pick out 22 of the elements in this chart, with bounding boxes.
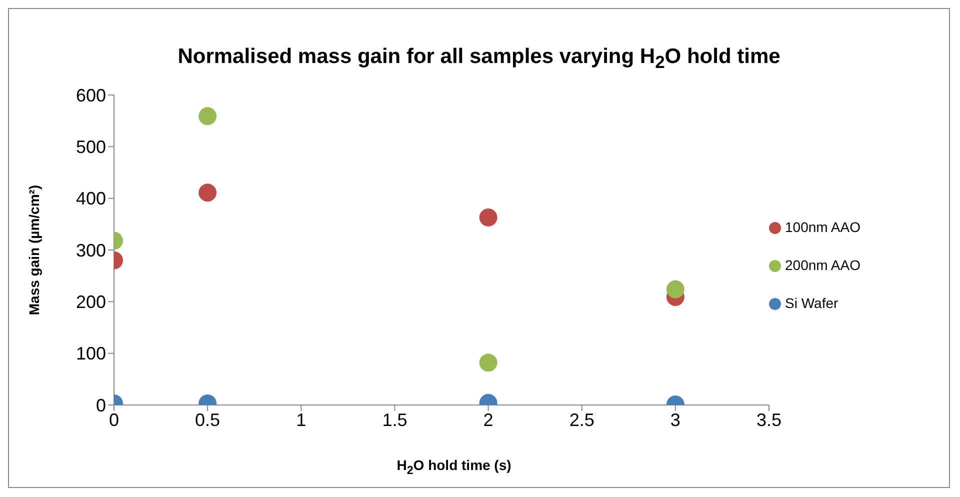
y-tick-label: 400 [76,188,106,209]
point [479,208,498,226]
chart-title: Normalised mass gain for all samples varying H$_{2}$O hold time [176,45,782,74]
x-tick-label: 0.5 [195,410,220,430]
x-tick-label: 3.5 [756,410,782,430]
y-tick-label: 600 [76,85,106,106]
y-tick-label: 100 [76,344,106,364]
y-axis-title: Mass gain (µm/cm²) [26,184,42,316]
x-tick-label: 2 [483,410,494,430]
x-tick-label: 3 [670,410,680,430]
y-tick-label: 200 [76,292,106,312]
x-tick-label: 1.5 [382,410,408,430]
x-tick-label: 2.5 [569,410,594,430]
x-tick-label: 1 [296,410,306,430]
y-tick-label: 300 [76,240,106,260]
y-tick-label: 0 [96,395,106,416]
legend-label: Si Wafer [785,295,838,311]
x-tick-label: 0 [108,410,120,430]
x-axis-title: H$_{2}$O hold time (s) [396,457,512,477]
legend-label: 200nm AAO [785,257,860,273]
y-tick-label: 500 [76,137,106,158]
legend-label: 100nm AAO [785,219,860,235]
